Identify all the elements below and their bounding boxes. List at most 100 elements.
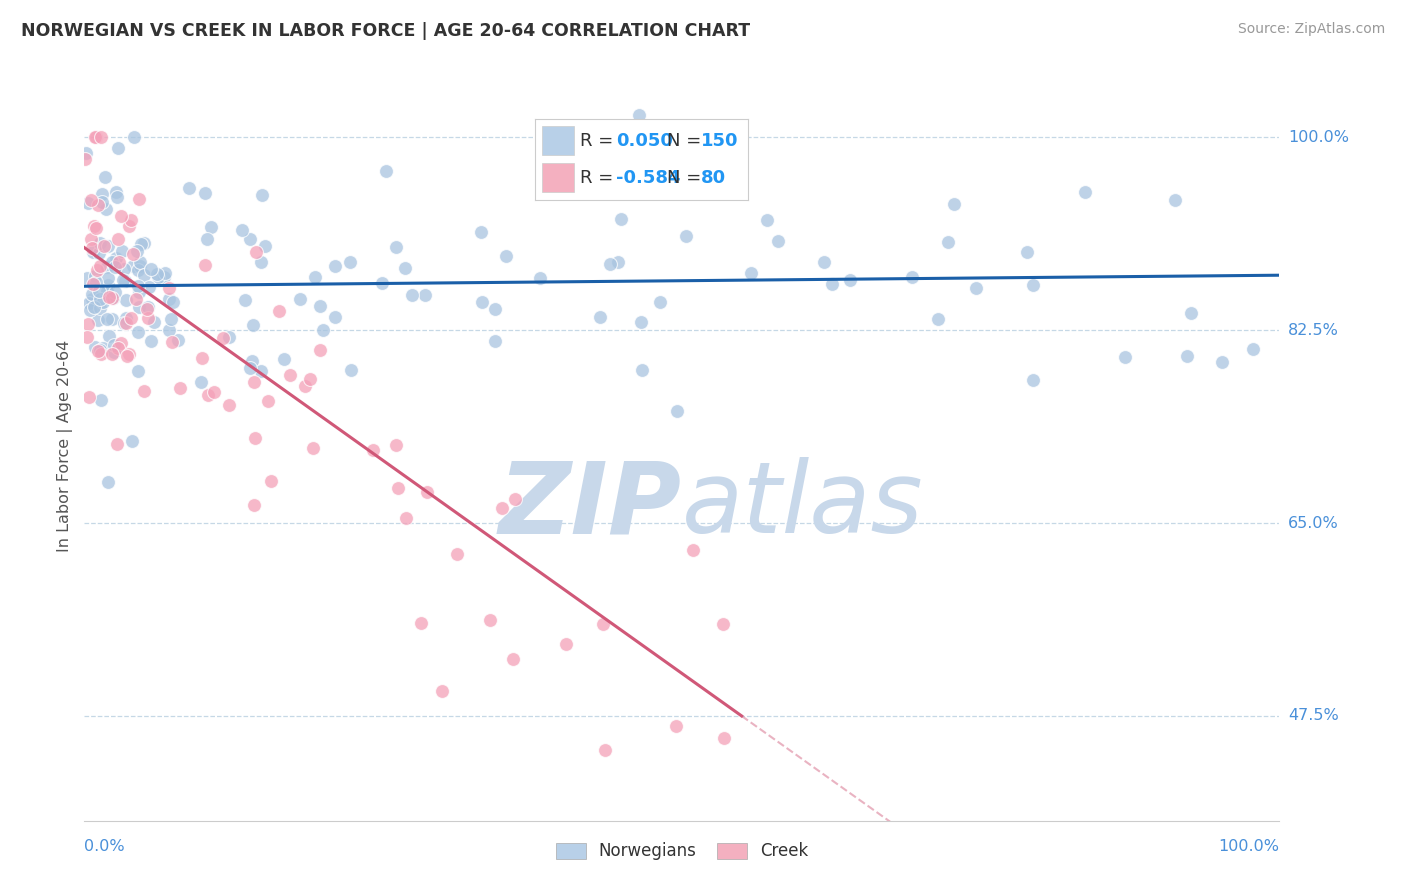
Point: [323, 310, 346, 325]
Point: [202, 384, 225, 399]
Point: [104, 285, 127, 299]
Point: [191, 351, 214, 366]
FancyBboxPatch shape: [541, 126, 574, 155]
Point: [554, 637, 576, 651]
Point: [813, 255, 835, 269]
Point: [127, 364, 149, 378]
Point: [197, 388, 219, 402]
Point: [110, 336, 132, 351]
Point: [471, 294, 494, 309]
Point: [84, 130, 107, 145]
Point: [86, 275, 108, 289]
Point: [309, 299, 332, 313]
Point: [936, 235, 959, 250]
Point: [1175, 349, 1198, 363]
Point: [91, 341, 114, 355]
Text: ZIP: ZIP: [499, 458, 682, 555]
Point: [375, 163, 398, 178]
Point: [132, 384, 155, 398]
Text: 82.5%: 82.5%: [1288, 323, 1339, 338]
Point: [240, 353, 263, 368]
Point: [118, 347, 141, 361]
Text: 150: 150: [702, 132, 738, 150]
Point: [91, 187, 114, 202]
Text: 0.050: 0.050: [616, 132, 673, 150]
Point: [294, 378, 316, 392]
Point: [104, 260, 127, 275]
Point: [120, 213, 142, 227]
Point: [242, 498, 264, 512]
Point: [105, 437, 128, 451]
Text: 100.0%: 100.0%: [1288, 130, 1348, 145]
Text: R =: R =: [579, 169, 619, 187]
Point: [105, 252, 128, 266]
Text: -0.584: -0.584: [616, 169, 681, 187]
FancyBboxPatch shape: [541, 163, 574, 193]
Point: [80, 232, 103, 246]
Point: [901, 269, 924, 284]
Point: [138, 300, 160, 314]
Point: [127, 325, 149, 339]
Point: [125, 292, 148, 306]
Text: R =: R =: [579, 132, 619, 150]
Point: [713, 731, 735, 746]
Point: [129, 255, 152, 269]
Point: [631, 363, 654, 377]
Point: [260, 475, 283, 489]
Point: [323, 260, 346, 274]
Point: [90, 346, 112, 360]
Point: [312, 323, 335, 337]
Point: [250, 188, 273, 202]
Point: [592, 617, 614, 632]
Point: [152, 269, 174, 284]
Point: [589, 310, 612, 324]
Point: [361, 443, 384, 458]
Point: [129, 259, 152, 273]
Point: [395, 510, 418, 524]
Point: [101, 347, 124, 361]
Point: [394, 261, 416, 276]
Point: [79, 302, 101, 317]
Point: [177, 180, 200, 194]
Point: [505, 491, 527, 506]
Point: [89, 236, 111, 251]
Point: [75, 145, 97, 160]
Point: [756, 213, 779, 227]
Point: [101, 254, 124, 268]
Point: [411, 615, 433, 630]
Point: [87, 245, 110, 260]
Point: [138, 280, 160, 294]
Point: [128, 300, 150, 314]
Point: [371, 277, 394, 291]
Point: [416, 485, 439, 500]
Point: [1243, 342, 1265, 356]
Point: [665, 719, 688, 733]
Point: [97, 238, 120, 252]
Point: [401, 288, 423, 302]
Point: [682, 543, 704, 558]
Point: [190, 375, 212, 389]
Point: [239, 231, 262, 245]
Point: [432, 684, 454, 698]
Point: [157, 281, 180, 295]
Point: [212, 331, 235, 345]
Point: [86, 262, 108, 277]
Point: [502, 652, 524, 666]
Point: [105, 190, 128, 204]
Point: [194, 186, 217, 200]
Point: [87, 344, 110, 359]
Point: [290, 292, 312, 306]
Point: [821, 277, 844, 292]
Point: [97, 329, 120, 343]
Point: [838, 272, 860, 286]
Point: [1114, 350, 1136, 364]
Point: [253, 239, 276, 253]
Point: [89, 343, 111, 357]
Point: [103, 345, 125, 359]
Text: Source: ZipAtlas.com: Source: ZipAtlas.com: [1237, 22, 1385, 37]
Point: [76, 271, 98, 285]
Point: [77, 317, 100, 331]
Point: [77, 195, 100, 210]
Point: [484, 301, 506, 316]
Point: [308, 343, 330, 357]
